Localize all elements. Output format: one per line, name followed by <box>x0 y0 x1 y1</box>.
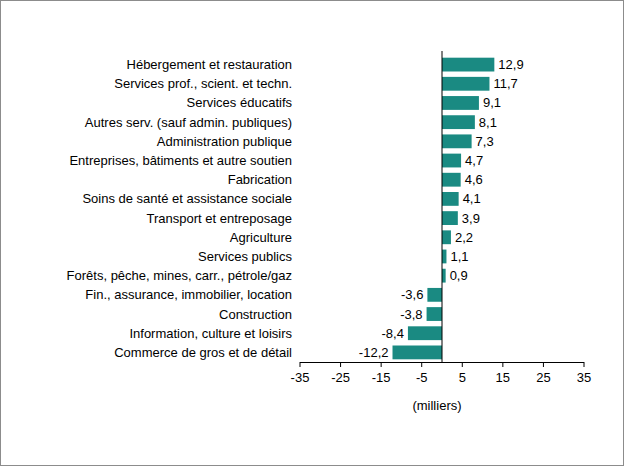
x-tick <box>462 362 463 367</box>
x-tick <box>502 362 503 367</box>
bar <box>442 211 458 225</box>
category-label: Information, culture et loisirs <box>129 326 292 341</box>
category-label: Administration publique <box>157 134 292 149</box>
bar <box>442 58 494 72</box>
category-label: Commerce de gros et de détail <box>114 345 292 360</box>
x-tick <box>300 362 301 367</box>
category-label: Forêts, pêche, mines, carr., pétrole/gaz <box>67 268 292 283</box>
bars <box>393 58 495 360</box>
category-label: Soins de santé et assistance sociale <box>82 191 292 206</box>
x-tick-label: -15 <box>372 370 391 385</box>
data-label: 7,3 <box>476 134 494 149</box>
x-tick-label: 35 <box>577 370 591 385</box>
category-label: Fin., assurance, immobilier, location <box>85 287 292 302</box>
x-tick-label: 5 <box>459 370 466 385</box>
category-label: Transport et entreposage <box>147 211 293 226</box>
bar <box>442 134 472 148</box>
data-label: -3,8 <box>400 307 422 322</box>
x-tick <box>543 362 544 367</box>
x-tick-label: 15 <box>496 370 510 385</box>
category-label: Entreprises, bâtiments et autre soutien <box>69 153 292 168</box>
data-label: 2,2 <box>455 230 473 245</box>
data-label: 4,6 <box>465 172 483 187</box>
data-label: -12,2 <box>359 345 389 360</box>
data-label: 3,9 <box>462 211 480 226</box>
data-label: 0,9 <box>450 268 468 283</box>
x-tick-label: -35 <box>291 370 310 385</box>
outer-border <box>1 1 624 466</box>
data-label: -8,4 <box>382 326 404 341</box>
data-label: 4,7 <box>465 153 483 168</box>
data-label: 9,1 <box>483 95 501 110</box>
chart: -35 -25 -15 -5 5 15 25 35 (milliers) Hébergement … <box>0 0 624 466</box>
x-tick <box>421 362 422 367</box>
x-axis-title: (milliers) <box>412 398 461 413</box>
bar <box>442 173 461 187</box>
data-label: 11,7 <box>493 76 517 91</box>
x-tick <box>584 362 585 367</box>
category-label: Services prof., scient. et techn. <box>114 76 292 91</box>
category-label: Agriculture <box>230 230 292 245</box>
category-label: Services éducatifs <box>187 95 293 110</box>
x-tick-label: -5 <box>416 370 428 385</box>
data-label: 1,1 <box>450 249 468 264</box>
bar <box>442 96 479 110</box>
data-label: -3,6 <box>401 287 423 302</box>
category-label: Fabrication <box>228 172 292 187</box>
category-label: Services publics <box>198 249 292 264</box>
data-label: 4,1 <box>463 191 481 206</box>
x-tick <box>381 362 382 367</box>
bar <box>427 307 442 321</box>
category-label: Construction <box>219 307 292 322</box>
x-tick <box>340 362 341 367</box>
x-tick-label: 25 <box>536 370 550 385</box>
category-label: Autres serv. (sauf admin. publiques) <box>85 115 292 130</box>
bar <box>442 192 459 206</box>
bar <box>442 269 446 283</box>
bar <box>442 250 446 264</box>
bar <box>442 230 451 244</box>
category-label: Hébergement et restauration <box>127 57 292 72</box>
zero-line <box>442 51 443 362</box>
bar <box>442 154 461 168</box>
data-label: 8,1 <box>479 115 497 130</box>
bar <box>442 77 489 91</box>
bar <box>442 115 475 129</box>
chart-container: -35 -25 -15 -5 5 15 25 35 (milliers) Hébergement … <box>0 0 624 466</box>
bar <box>393 345 442 359</box>
x-tick-label: -25 <box>331 370 350 385</box>
data-label: 12,9 <box>498 57 523 72</box>
bar <box>427 288 442 302</box>
x-axis-line <box>300 362 584 363</box>
bar <box>408 326 442 340</box>
